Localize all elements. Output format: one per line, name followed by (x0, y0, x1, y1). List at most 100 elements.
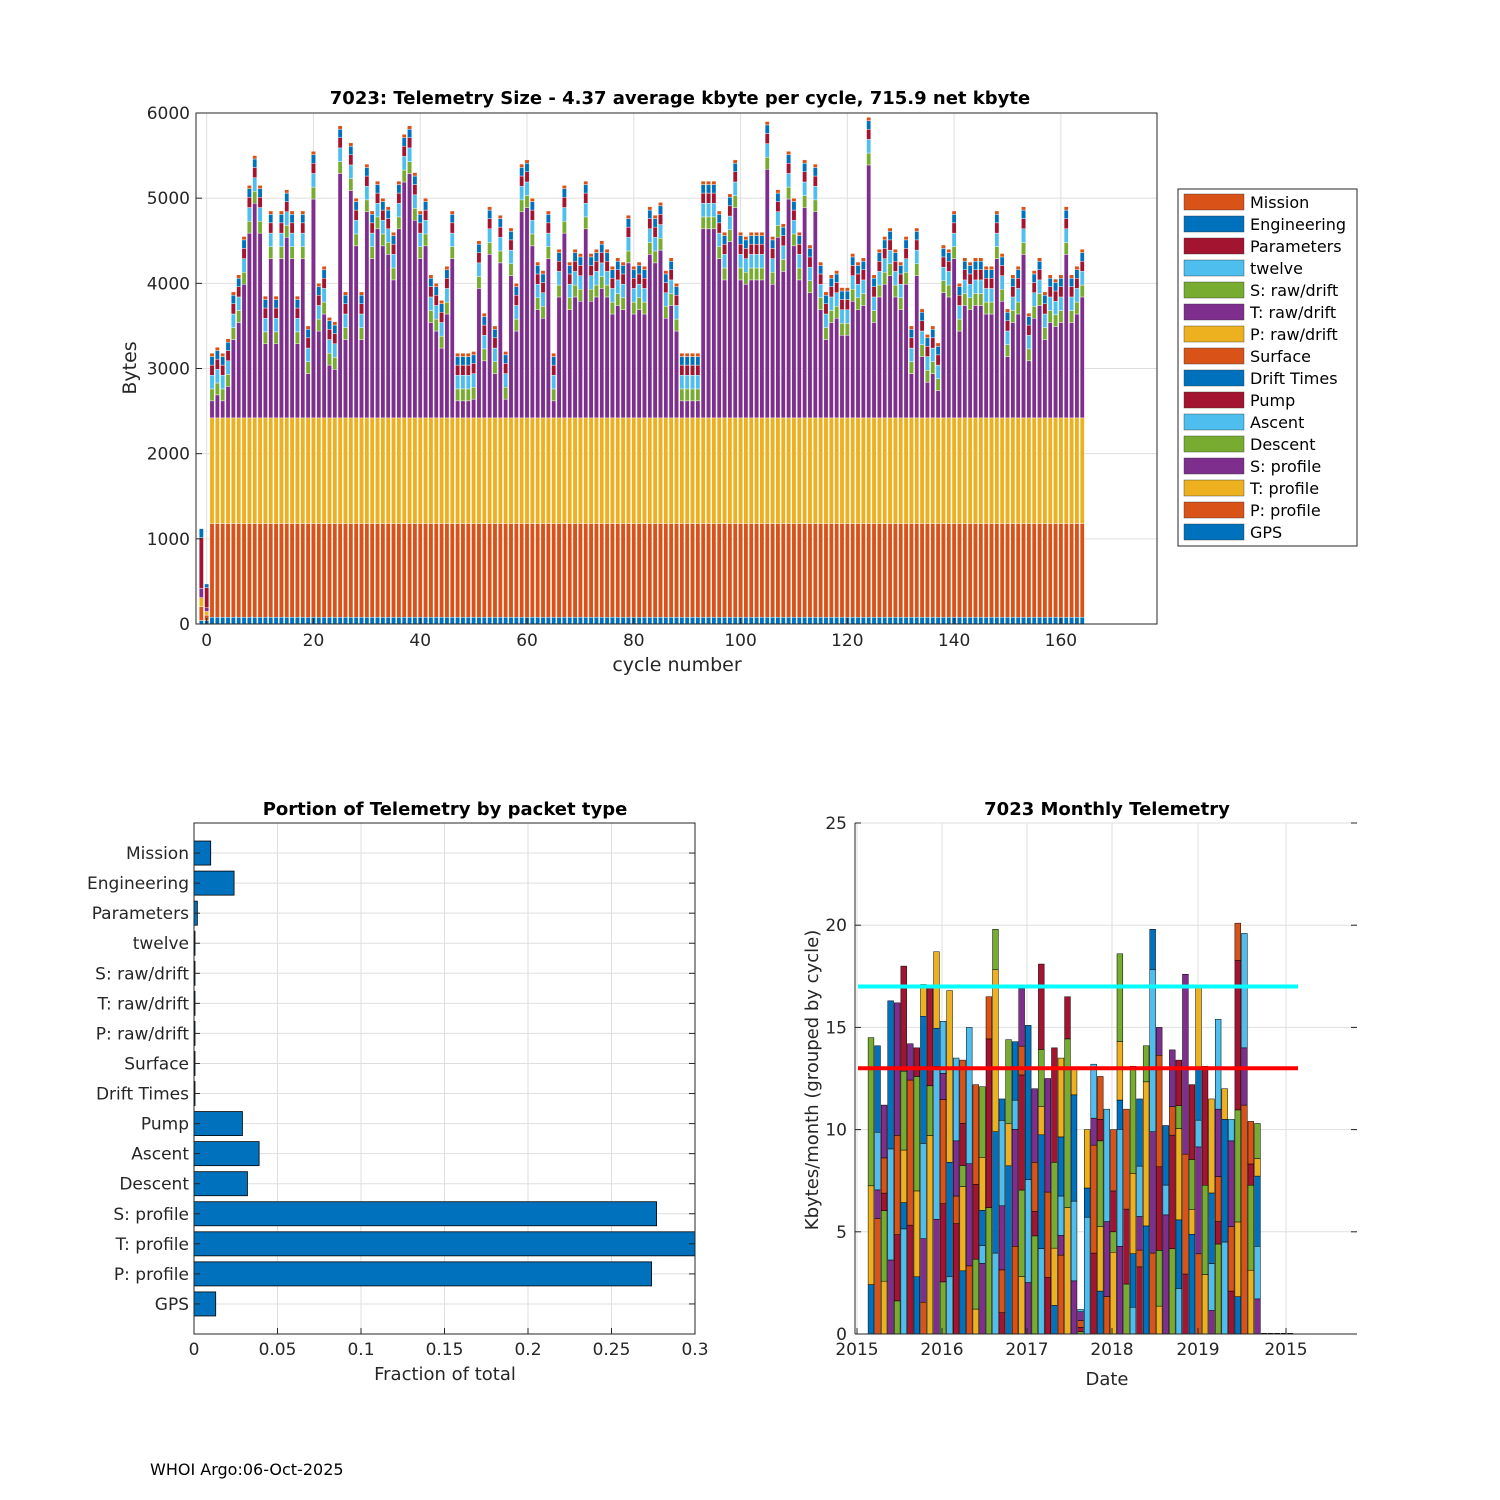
bar-segment (1142, 1225, 1150, 1335)
bar-segment (823, 616, 829, 625)
bar-segment (530, 201, 535, 211)
bar-segment (583, 216, 589, 230)
bar-segment (268, 210, 274, 215)
bar-segment (690, 388, 695, 402)
bar-segment (337, 417, 343, 524)
month-bar-stack-13 (953, 1057, 960, 1335)
bar-segment (337, 137, 343, 149)
bar-segment (578, 289, 583, 302)
bar-segment (966, 1163, 973, 1267)
bar-segment (209, 616, 215, 625)
packet-type-chart: 0 0.05 0.1 0.15 0.2 0.25 0.3MissionEngineering… (87, 799, 709, 1385)
bar-segment (732, 207, 738, 419)
bar-segment (913, 1047, 921, 1077)
bar-segment (337, 616, 343, 625)
bar-segment (375, 216, 380, 230)
bar-segment (353, 417, 359, 524)
bar-segment (599, 262, 605, 277)
bar-segment (957, 295, 962, 306)
bar-segment (401, 134, 407, 138)
bar-segment (979, 1157, 986, 1211)
bar-segment (770, 523, 775, 618)
bar-segment (1074, 266, 1080, 270)
bar-segment (305, 373, 311, 419)
bar-segment (610, 301, 615, 315)
legend-label: Parameters (1250, 237, 1342, 256)
bar-segment (215, 523, 220, 618)
bar-segment (989, 523, 994, 618)
bar-segment (1097, 1076, 1104, 1120)
bar-segment (556, 523, 562, 618)
bar-segment (343, 339, 348, 419)
bar-segment (796, 417, 802, 524)
bar-segment (668, 523, 674, 618)
bar-segment (985, 1207, 993, 1335)
x-axis-label: Fraction of total (374, 1364, 516, 1385)
bar-segment (711, 180, 717, 185)
bar-segment (962, 260, 968, 270)
bar-segment (359, 327, 364, 340)
bar-segment (353, 245, 359, 419)
month-bar-stack-36 (1103, 1108, 1110, 1335)
legend-label: Pump (1250, 391, 1295, 410)
bar-segment (845, 309, 850, 324)
bar-segment (1129, 1306, 1137, 1335)
bar-stack-cycle-67 (562, 185, 567, 625)
bar-segment (1261, 1332, 1267, 1334)
bar-segment (1005, 330, 1010, 345)
bar-segment (882, 258, 888, 273)
bar-segment (992, 929, 999, 971)
bar-segment (700, 192, 706, 204)
bar-segment (658, 224, 663, 239)
bar-segment (925, 417, 930, 524)
bar-segment (241, 417, 247, 524)
bar-stack-cycle-118 (834, 270, 840, 625)
bar-stack-cycle-61 (530, 197, 535, 625)
bar-segment (1228, 1290, 1235, 1335)
bar-segment (391, 254, 396, 269)
bar-segment (919, 616, 925, 625)
bar-segment (1156, 1305, 1163, 1335)
bar-segment (492, 417, 498, 524)
bar-segment (385, 242, 391, 255)
bar-stack-cycle-146 (983, 266, 989, 625)
bar-segment (257, 197, 263, 208)
bar-segment (647, 616, 653, 625)
bar-stack-cycle-16 (289, 210, 295, 625)
bar-segment (1063, 616, 1069, 625)
bar-segment (780, 226, 786, 236)
bar-segment (818, 261, 823, 266)
bar-segment (524, 163, 530, 172)
bar-segment (796, 254, 802, 269)
month-bar-stack-42 (1142, 1045, 1150, 1335)
bar-segment (626, 523, 631, 618)
bar-segment (1058, 278, 1064, 287)
bar-segment (503, 417, 508, 524)
bar-segment (909, 373, 914, 419)
bar-segment (823, 303, 829, 315)
bar-segment (289, 210, 295, 215)
bar-segment (711, 184, 717, 194)
bar-segment (935, 342, 941, 347)
bar-segment (465, 375, 471, 390)
bar-segment (535, 265, 541, 275)
bar-segment (791, 233, 797, 247)
bar-segment (1021, 242, 1026, 255)
bar-segment (919, 417, 925, 524)
bar-segment (786, 151, 791, 155)
bar-segment (828, 296, 834, 311)
bar-stack-cycle-13 (273, 295, 279, 625)
bar-segment (802, 523, 807, 618)
bar-segment (215, 369, 220, 384)
bar-segment (530, 209, 535, 221)
bar-segment (524, 171, 530, 183)
bar-segment (642, 417, 647, 524)
bar-segment (594, 271, 599, 286)
bar-segment (994, 246, 1000, 259)
bar-segment (375, 180, 380, 185)
bar-segment (364, 417, 370, 524)
bar-segment (428, 417, 434, 524)
bar-segment (1247, 1269, 1255, 1335)
bar-segment (754, 232, 759, 236)
